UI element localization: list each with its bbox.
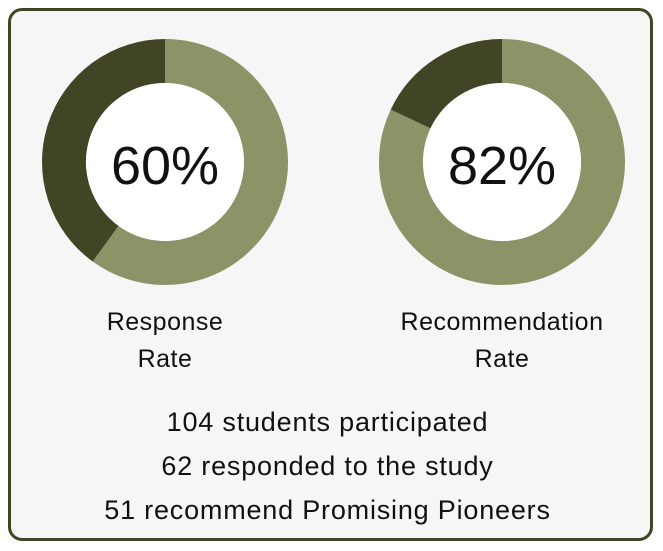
stat-responded: 62 responded to the study [161,451,494,481]
response-rate-label: Response Rate [45,304,285,378]
response-rate-donut [42,39,288,285]
response-rate-label-line-2: Rate [137,345,193,373]
recommendation-rate-label-line-2: Rate [474,345,530,373]
recommendation-rate-label-line-1: Recommendation [400,308,604,336]
recommendation-rate-donut-hole [423,83,581,241]
recommendation-rate-remaining-slice [390,39,503,130]
recommendation-rate-label: Recommendation Rate [372,304,632,378]
response-rate-value: 60% [111,136,219,196]
recommendation-rate-value: 82% [448,136,556,196]
response-rate-filled-slice [92,39,288,285]
stat-participants: 104 students participated [166,407,489,437]
recommendation-rate-donut [379,39,625,285]
response-rate-remaining-slice [42,39,166,262]
stat-recommend: 51 recommend Promising Pioneers [104,495,551,525]
response-rate-label-line-1: Response [106,308,224,336]
response-rate-donut-hole [86,83,244,241]
recommendation-rate-filled-slice [379,39,625,285]
stats-summary: 104 students participated 62 responded t… [20,400,635,532]
